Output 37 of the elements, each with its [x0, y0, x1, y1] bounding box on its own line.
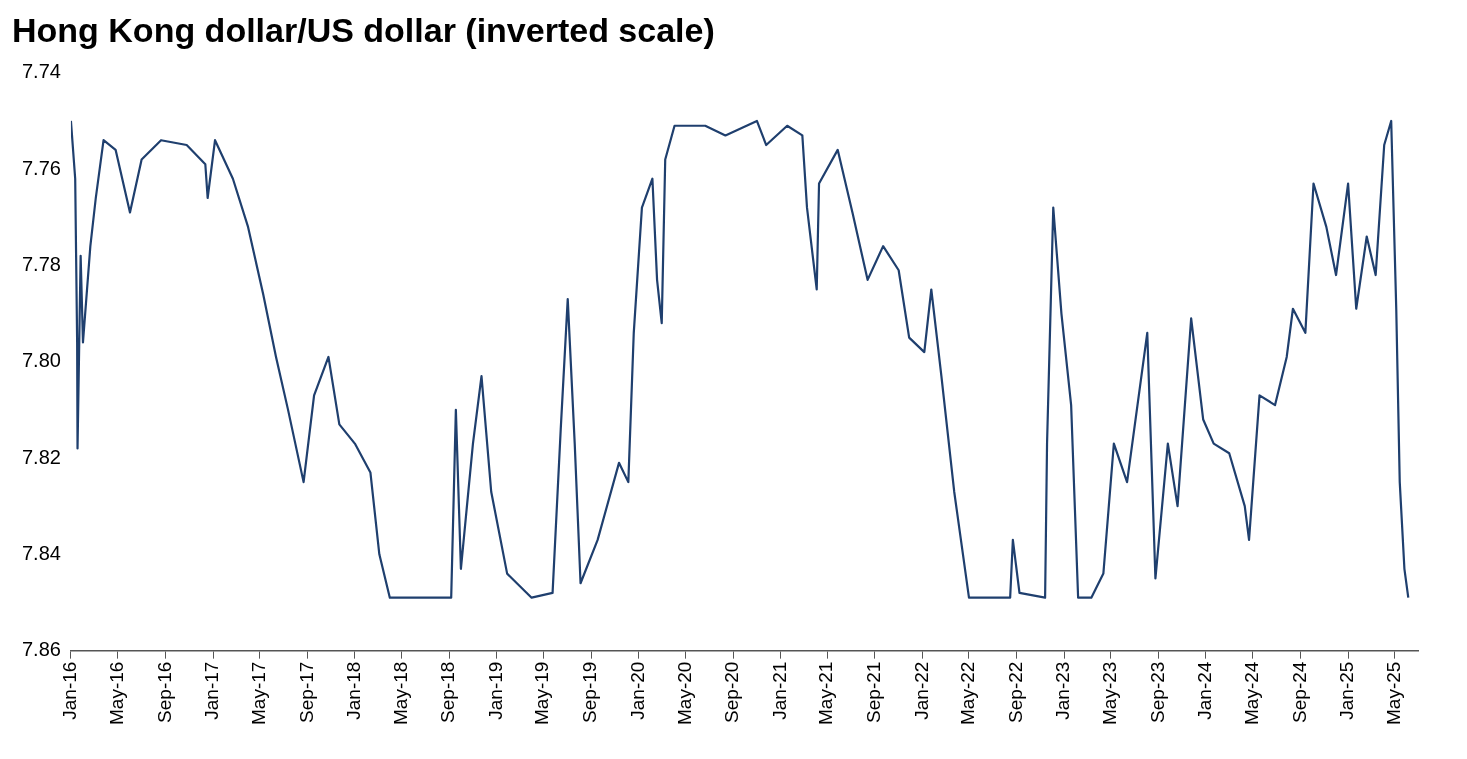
x-tick-label: Sep-17: [295, 661, 317, 723]
y-tick-label: 7.78: [21, 252, 61, 275]
x-tick-label: Sep-18: [437, 661, 459, 723]
x-tick-label: Jan-21: [768, 661, 790, 720]
x-tick-label: May-23: [1098, 661, 1120, 725]
x-tick-label: Sep-16: [153, 661, 175, 723]
y-tick-label: 7.84: [21, 541, 61, 564]
y-tick-label: 7.82: [21, 445, 61, 468]
chart-title: Hong Kong dollar/US dollar (inverted scale): [12, 10, 715, 49]
x-tick-label: May-16: [106, 661, 128, 725]
x-tick-label: Jan-25: [1336, 661, 1358, 720]
x-tick-label: Jan-17: [201, 661, 223, 720]
x-tick-label: May-18: [389, 661, 411, 725]
x-tick-label: May-21: [815, 661, 837, 725]
x-tick-label: Sep-24: [1288, 661, 1310, 723]
x-tick-label: Sep-20: [721, 661, 743, 723]
x-tick-label: Jan-16: [59, 661, 81, 720]
x-tick-label: Sep-22: [1004, 661, 1026, 723]
x-tick-label: Jan-23: [1052, 661, 1074, 720]
y-tick-label: 7.74: [21, 60, 61, 83]
x-tick-label: Sep-19: [579, 661, 601, 723]
y-tick-label: 7.80: [21, 349, 61, 372]
x-tick-label: May-22: [957, 661, 979, 725]
x-tick-label: Sep-21: [863, 661, 885, 723]
x-tick-label: Jan-19: [484, 661, 506, 720]
x-tick-label: Jan-24: [1194, 661, 1216, 720]
x-tick-label: Jan-20: [626, 661, 648, 720]
y-tick-label: 7.86: [21, 638, 61, 661]
x-tick-label: Sep-23: [1146, 661, 1168, 723]
x-tick-label: May-19: [531, 661, 553, 725]
x-tick-label: May-20: [673, 661, 695, 725]
y-tick-label: 7.76: [21, 156, 61, 179]
x-tick-label: May-25: [1382, 661, 1404, 725]
x-tick-label: May-17: [247, 661, 269, 725]
x-tick-label: Jan-22: [910, 661, 932, 720]
x-tick-label: May-24: [1241, 661, 1263, 725]
x-tick-label: Jan-18: [343, 661, 365, 720]
